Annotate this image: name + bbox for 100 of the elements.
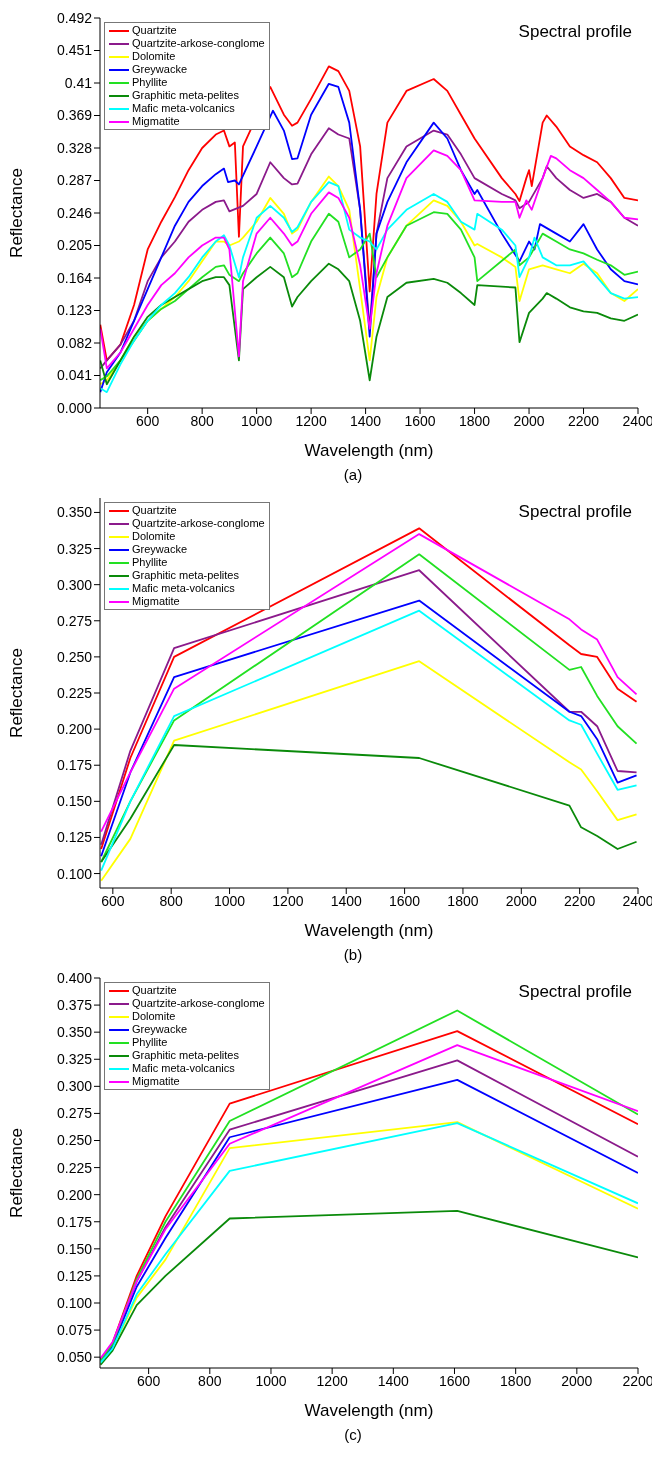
y-tick-label: 0.325 (56, 1051, 93, 1068)
x-tick-label: 800 (198, 1372, 222, 1389)
legend-label: Mafic meta-volcanics (132, 102, 235, 115)
x-tick-label: 600 (135, 412, 160, 429)
line-series (100, 660, 638, 882)
legend-label: Mafic meta-volcanics (132, 1062, 235, 1075)
legend-label: Quartzite (132, 24, 177, 37)
x-tick-label: 2000 (505, 892, 538, 909)
y-tick-label: 0.492 (56, 9, 93, 26)
x-tick-label: 1200 (272, 892, 304, 909)
y-tick-label: 0.205 (56, 237, 93, 254)
y-tick-label: 0.275 (56, 1105, 93, 1122)
x-tick-label: 1000 (255, 1372, 287, 1389)
legend-label: Dolomite (132, 50, 176, 63)
y-axis-title: Reflectance (7, 1128, 27, 1218)
legend-label: Quartzite-arkose-conglome (132, 517, 265, 530)
x-tick-label: 1400 (377, 1372, 410, 1389)
y-tick-label: 0.225 (56, 1159, 93, 1176)
x-tick-label: 1400 (330, 892, 363, 909)
x-tick-label: 2000 (513, 412, 545, 429)
x-tick-label: 2200 (567, 412, 600, 429)
y-tick-label: 0.350 (56, 504, 93, 521)
y-tick-label: 0.123 (56, 302, 93, 319)
y-tick-label: 0.175 (56, 1213, 93, 1230)
legend-label: Greywacke (132, 543, 188, 556)
y-tick-label: 0.041 (56, 367, 93, 384)
y-tick-label: 0.100 (56, 865, 93, 882)
y-tick-label: 0.41 (64, 74, 93, 91)
y-tick-label: 0.100 (56, 1294, 93, 1311)
y-tick-label: 0.150 (56, 1240, 93, 1257)
y-tick-label: 0.125 (56, 829, 93, 846)
y-tick-label: 0.125 (56, 1267, 93, 1284)
y-tick-label: 0.050 (56, 1349, 93, 1366)
x-tick-label: 1800 (458, 412, 491, 429)
legend-label: Graphitic meta-pelites (132, 1049, 239, 1062)
y-tick-label: 0.350 (56, 1024, 93, 1041)
x-tick-label: 600 (136, 1372, 161, 1389)
legend-label: Greywacke (132, 1023, 188, 1036)
y-axis-title: Reflectance (7, 648, 27, 738)
line-series (100, 211, 638, 382)
x-tick-label: 1200 (316, 1372, 348, 1389)
legend-label: Greywacke (132, 63, 188, 76)
chart-title: Spectral profile (518, 22, 632, 42)
y-tick-label: 0.175 (56, 757, 93, 774)
x-tick-label: 1400 (350, 412, 382, 429)
text: (b) (342, 946, 364, 965)
legend-label: Quartzite-arkose-conglome (132, 37, 265, 50)
y-tick-label: 0.150 (56, 793, 93, 810)
y-tick-label: 0.075 (56, 1322, 93, 1339)
legend-label: Migmatite (132, 115, 180, 128)
text: (c) (343, 1426, 363, 1445)
x-axis-title: Wavelength (nm) (304, 1401, 434, 1420)
x-tick-label: 1600 (404, 412, 436, 429)
x-tick-label: 1800 (447, 892, 479, 909)
y-tick-label: 0.225 (56, 684, 93, 701)
y-tick-label: 0.200 (56, 1186, 93, 1203)
x-axis-title: Wavelength (nm) (304, 441, 434, 460)
legend-label: Dolomite (132, 1010, 176, 1023)
line-series (100, 262, 638, 386)
y-tick-label: 0.300 (56, 576, 93, 593)
x-tick-label: 1200 (295, 412, 327, 429)
chart-title: Spectral profile (518, 982, 632, 1002)
legend-label: Mafic meta-volcanics (132, 582, 235, 595)
legend-label: Migmatite (132, 1075, 180, 1088)
legend-label: Dolomite (132, 530, 176, 543)
y-tick-label: 0.200 (56, 721, 93, 738)
y-tick-label: 0.250 (56, 1132, 93, 1149)
legend-label: Graphitic meta-pelites (132, 569, 239, 582)
chart-title: Spectral profile (518, 502, 632, 522)
y-tick-label: 0.246 (56, 204, 93, 221)
y-tick-label: 0.275 (56, 612, 93, 629)
legend-label: Migmatite (132, 595, 180, 608)
y-tick-label: 0.250 (56, 648, 93, 665)
x-tick-label: 1800 (500, 1372, 532, 1389)
x-tick-label: 2200 (564, 892, 596, 909)
x-tick-label: 2000 (561, 1372, 593, 1389)
legend-label: Quartzite (132, 984, 177, 997)
y-tick-label: 0.082 (56, 334, 93, 351)
y-tick-label: 0.164 (56, 269, 93, 286)
y-axis-title: Reflectance (7, 168, 27, 258)
legend-label: Phyllite (132, 76, 168, 89)
legend-label: Phyllite (132, 556, 168, 569)
y-tick-label: 0.369 (56, 107, 93, 124)
x-tick-label: 1000 (241, 412, 273, 429)
y-tick-label: 0.451 (56, 42, 93, 59)
x-tick-label: 800 (190, 412, 215, 429)
legend-label: Phyllite (132, 1036, 168, 1049)
legend-label: Quartzite-arkose-conglome (132, 997, 265, 1010)
legend-label: Graphitic meta-pelites (132, 89, 239, 102)
y-tick-label: 0.375 (56, 997, 93, 1014)
line-series (100, 744, 638, 863)
y-tick-label: 0.300 (56, 1078, 93, 1095)
text: (a) (342, 466, 364, 485)
x-tick-label: 1600 (389, 892, 421, 909)
legend-label: Quartzite (132, 504, 177, 517)
y-tick-label: 0.400 (56, 969, 93, 986)
y-tick-label: 0.328 (56, 139, 93, 156)
y-tick-label: 0.325 (56, 540, 93, 557)
x-axis-title: Wavelength (nm) (304, 921, 434, 940)
y-tick-label: 0.000 (56, 399, 93, 416)
